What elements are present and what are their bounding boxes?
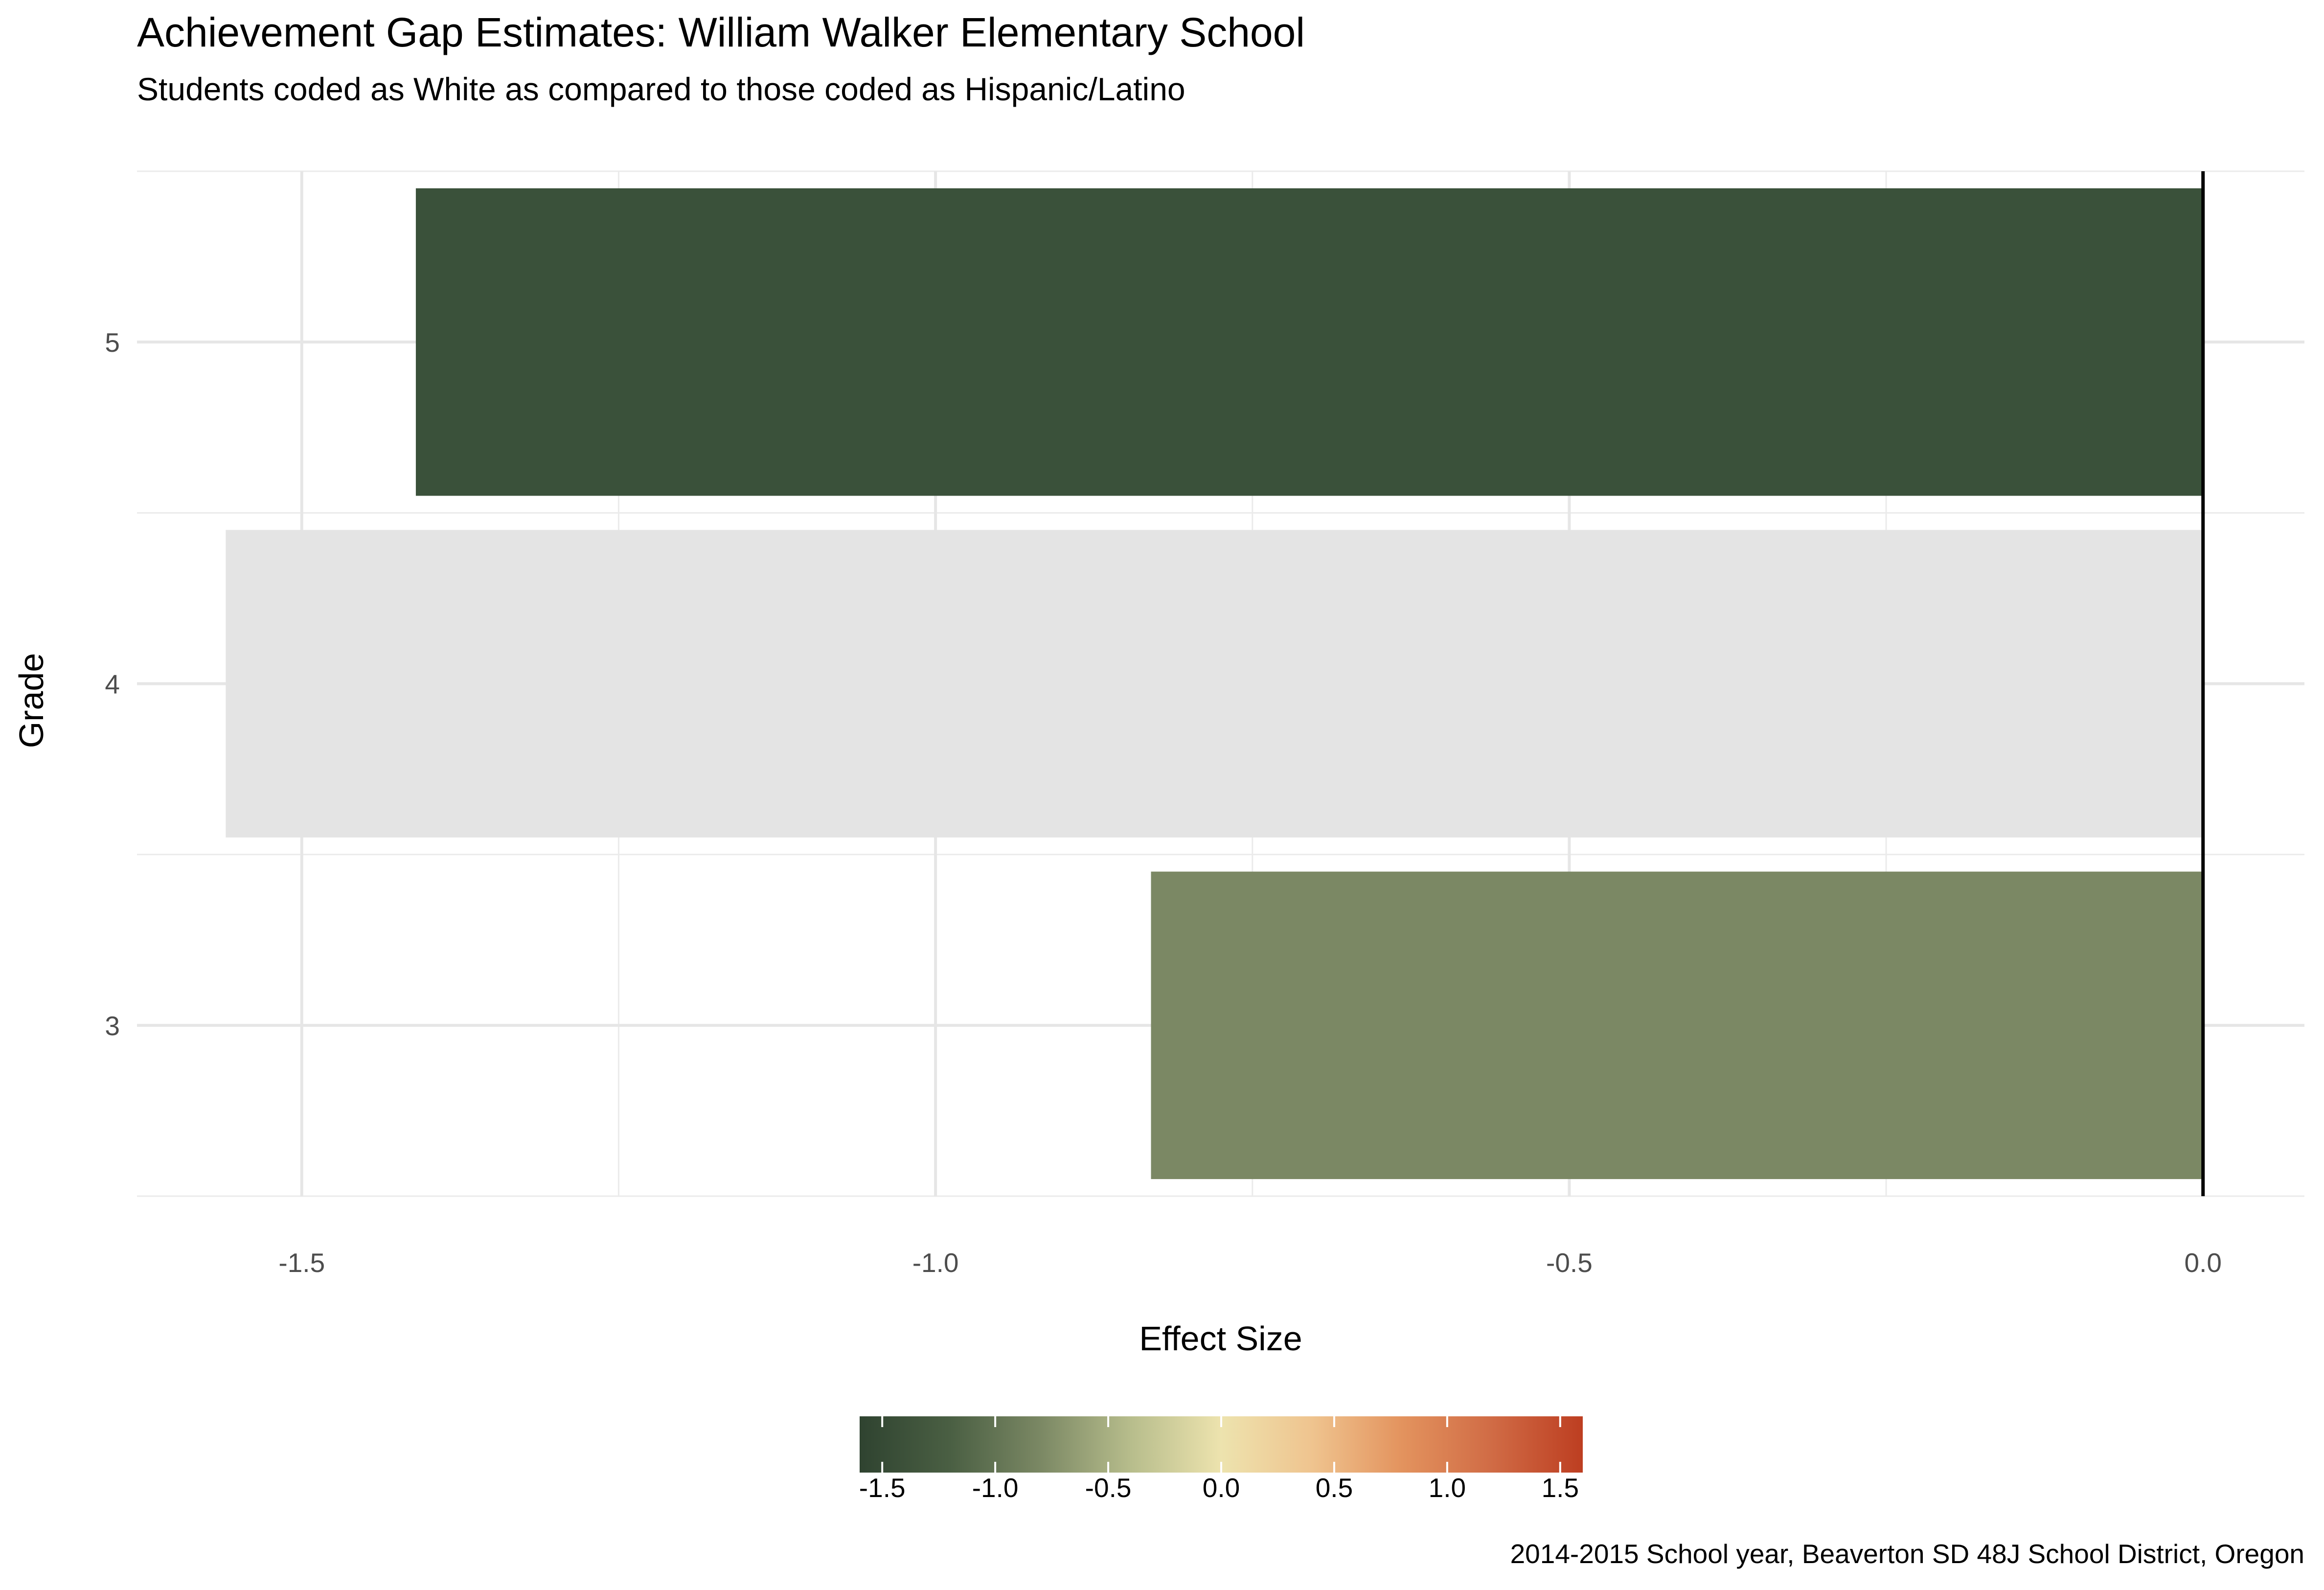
legend-label-0: -1.5 bbox=[859, 1473, 906, 1503]
x-tick-label-0: -1.5 bbox=[278, 1248, 325, 1278]
x-tick-label-2: -0.5 bbox=[1546, 1248, 1593, 1278]
legend-label-1: -1.0 bbox=[972, 1473, 1019, 1503]
x-tick-label-3: 0.0 bbox=[2185, 1248, 2222, 1278]
bar-grade-5 bbox=[415, 188, 2203, 496]
y-axis-ticks: 3 4 5 bbox=[105, 327, 120, 1041]
y-tick-label-5: 5 bbox=[105, 327, 120, 358]
x-tick-label-1: -1.0 bbox=[912, 1248, 959, 1278]
y-axis-title: Grade bbox=[12, 653, 50, 749]
legend-label-5: 1.0 bbox=[1429, 1473, 1466, 1503]
x-axis-ticks: -1.5 -1.0 -0.5 0.0 bbox=[278, 1248, 2222, 1278]
chart-title: Achievement Gap Estimates: William Walke… bbox=[137, 9, 1305, 55]
chart-subtitle: Students coded as White as compared to t… bbox=[137, 71, 1185, 107]
y-tick-label-4: 4 bbox=[105, 669, 120, 700]
legend-label-2: -0.5 bbox=[1085, 1473, 1132, 1503]
y-tick-label-3: 3 bbox=[105, 1011, 120, 1041]
bar-grade-4 bbox=[226, 530, 2203, 838]
x-axis-title: Effect Size bbox=[1139, 1319, 1302, 1358]
chart-caption: 2014-2015 School year, Beaverton SD 48J … bbox=[1510, 1539, 2304, 1569]
bars bbox=[226, 188, 2203, 1180]
color-legend: -1.5 -1.0 -0.5 0.0 0.5 1.0 1.5 bbox=[859, 1416, 1583, 1503]
legend-label-4: 0.5 bbox=[1316, 1473, 1353, 1503]
legend-label-3: 0.0 bbox=[1203, 1473, 1240, 1503]
bar-grade-3 bbox=[1151, 871, 2203, 1180]
legend-label-6: 1.5 bbox=[1542, 1473, 1579, 1503]
